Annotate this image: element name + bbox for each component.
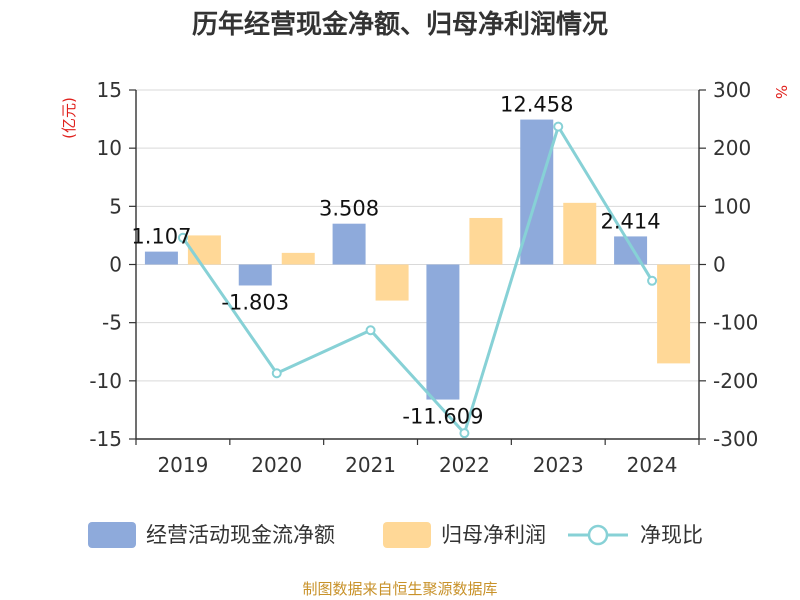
legend-label-net-profit: 归母净利润 bbox=[441, 523, 546, 547]
left-tick-label: 0 bbox=[109, 253, 122, 277]
x-tick-label: 2023 bbox=[533, 453, 584, 477]
left-tick-label: 10 bbox=[97, 136, 122, 160]
x-tick-label: 2019 bbox=[157, 453, 208, 477]
net-profit-bar bbox=[281, 252, 315, 265]
left-tick-label: 15 bbox=[97, 78, 122, 102]
ratio-point bbox=[459, 428, 470, 439]
ratio-point bbox=[647, 275, 658, 286]
x-tick-label: 2022 bbox=[439, 453, 490, 477]
cash-flow-bar bbox=[332, 223, 366, 265]
left-tick-label: -10 bbox=[89, 369, 122, 393]
net-profit-bar bbox=[187, 235, 221, 265]
ratio-line-series bbox=[177, 121, 658, 439]
cash-flow-data-label: 3.508 bbox=[319, 197, 379, 221]
cash-flow-bar bbox=[238, 264, 272, 286]
net-profit-bar bbox=[563, 202, 597, 265]
left-axis-unit: (亿元) bbox=[60, 97, 78, 139]
right-tick-label: -100 bbox=[713, 311, 758, 335]
cash-flow-data-label: 1.107 bbox=[131, 225, 191, 249]
legend-label-ratio: 净现比 bbox=[640, 523, 703, 547]
net-profit-bar bbox=[469, 217, 503, 265]
right-tick-label: -200 bbox=[713, 369, 758, 393]
x-tick-label: 2020 bbox=[251, 453, 302, 477]
legend: 经营活动现金流净额 归母净利润 净现比 bbox=[88, 522, 703, 548]
cash-flow-data-label: -11.609 bbox=[402, 405, 483, 429]
right-tick-label: 0 bbox=[713, 253, 726, 277]
right-tick-label: 300 bbox=[713, 78, 751, 102]
left-tick-label: -5 bbox=[102, 311, 122, 335]
x-tick-label: 2021 bbox=[345, 453, 396, 477]
net-profit-bar bbox=[657, 264, 691, 364]
cash-flow-data-label: 2.414 bbox=[601, 209, 661, 233]
cash-flow-bar bbox=[614, 236, 648, 265]
cash-flow-data-label: -1.803 bbox=[221, 290, 289, 314]
ratio-point bbox=[365, 325, 376, 336]
legend-swatch-net-profit bbox=[383, 522, 431, 548]
cash-flow-bar bbox=[144, 251, 178, 265]
axes: 15 10 5 0 -5 -10 -15 300 200 100 0 -100 -200 -300 2019… bbox=[89, 78, 758, 477]
bar-series bbox=[144, 119, 691, 400]
right-tick-label: -300 bbox=[713, 427, 758, 451]
right-tick-label: 200 bbox=[713, 136, 751, 160]
legend-label-cash-flow: 经营活动现金流净额 bbox=[146, 523, 335, 547]
right-tick-label: 100 bbox=[713, 194, 751, 218]
cash-flow-data-label: 12.458 bbox=[500, 93, 573, 117]
left-tick-label: 5 bbox=[109, 194, 122, 218]
source-note: 制图数据来自恒生聚源数据库 bbox=[302, 580, 497, 598]
ratio-point bbox=[553, 121, 564, 132]
ratio-point bbox=[271, 368, 282, 379]
cash-flow-bar bbox=[426, 264, 460, 400]
data-labels: 1.107 -1.803 3.508 -11.609 12.458 2.414 bbox=[131, 93, 660, 429]
ratio-line bbox=[181, 123, 654, 437]
x-tick-label: 2024 bbox=[627, 453, 678, 477]
legend-swatch-cash-flow bbox=[88, 522, 136, 548]
left-tick-label: -15 bbox=[89, 427, 122, 451]
right-axis-unit: % bbox=[772, 85, 790, 99]
ratio-point bbox=[177, 232, 188, 243]
net-profit-bar bbox=[375, 264, 409, 301]
chart-title: 历年经营现金净额、归母净利润情况 bbox=[192, 9, 608, 40]
legend-swatch-ratio-marker bbox=[587, 524, 609, 546]
